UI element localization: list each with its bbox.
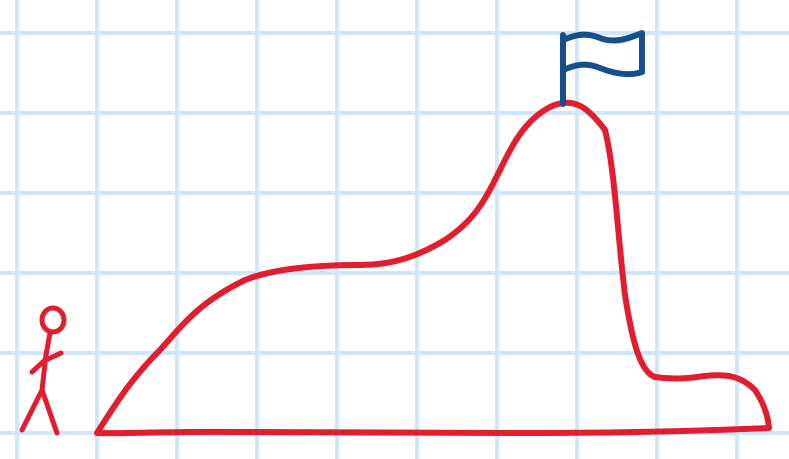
flag-icon: [560, 30, 645, 107]
stick-figure-head: [39, 305, 67, 335]
stick-figure-neck: [43, 330, 53, 358]
stick-figure-left-arm: [29, 357, 48, 375]
stick-figure-right-arm: [43, 350, 64, 363]
stick-figure-right-leg: [39, 387, 60, 436]
stick-figure-icon: [19, 305, 67, 436]
mountain-outline: [94, 99, 772, 437]
stick-figure-left-leg: [19, 387, 45, 433]
flag-cloth: [560, 30, 645, 78]
